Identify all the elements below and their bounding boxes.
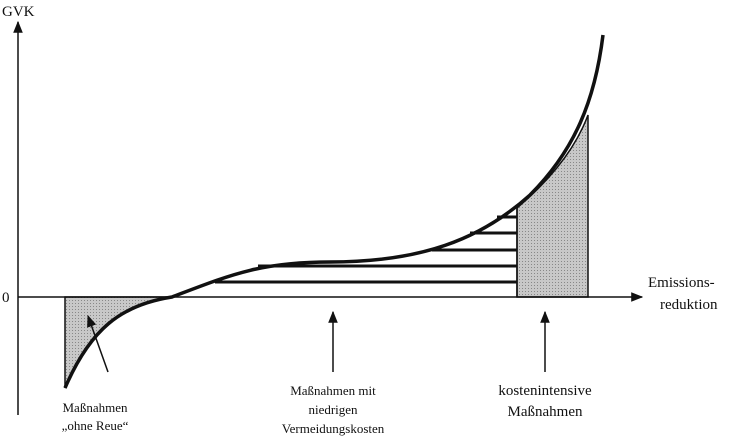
costly-area [516,114,589,298]
label: Vermeidungskosten [282,421,385,436]
label: niedrigen [308,402,358,417]
arrow [87,314,109,373]
label: kostenintensive [498,383,592,399]
label: Maßnahmen [63,400,128,415]
origin-label: 0 [2,290,10,306]
cost-curve [63,34,605,389]
y-axis-label: GVK [2,4,35,20]
x-axis-label: Emissions- [648,275,715,291]
no-regret-area [64,296,173,389]
label: Maßnahmen [508,404,583,420]
label: „ohne Reue“ [62,418,129,433]
label: Maßnahmen mit [290,383,376,398]
hatching [215,215,517,284]
x-axis-label: reduktion [660,297,718,313]
